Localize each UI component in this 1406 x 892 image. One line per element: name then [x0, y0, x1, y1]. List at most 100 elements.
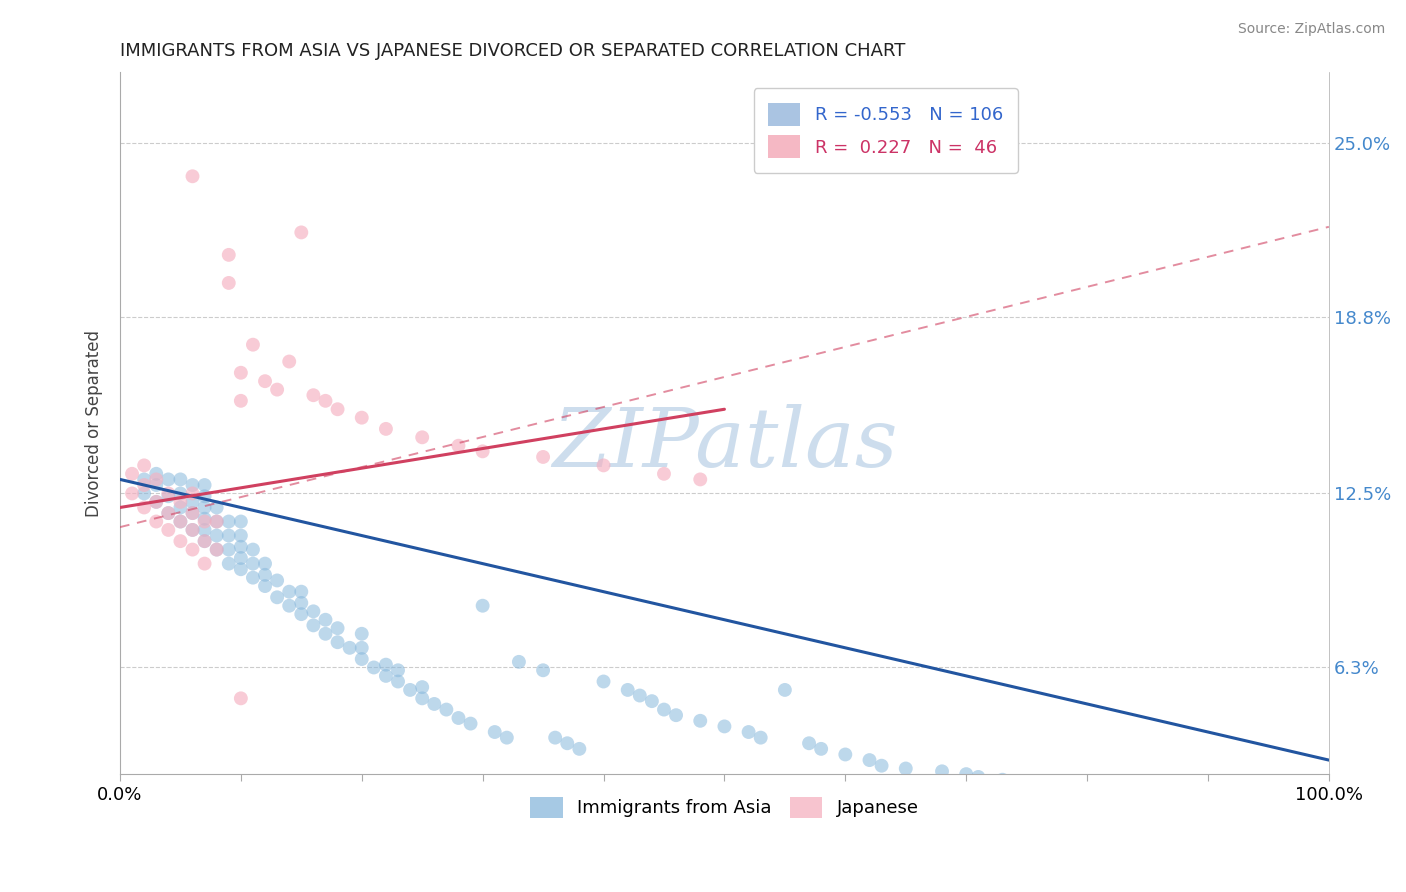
Point [229, 551, 252, 566]
Point [434, 702, 457, 716]
Point [134, 458, 156, 473]
Point [471, 599, 494, 613]
Point [134, 500, 156, 515]
Point [326, 635, 349, 649]
Point [411, 430, 433, 444]
Point [254, 579, 277, 593]
Point [399, 682, 422, 697]
Point [194, 557, 217, 571]
Point [266, 574, 288, 588]
Point [229, 515, 252, 529]
Point [145, 495, 167, 509]
Point [121, 467, 143, 481]
Point [205, 500, 228, 515]
Point [181, 506, 204, 520]
Point [544, 731, 567, 745]
Point [290, 226, 312, 240]
Point [145, 515, 167, 529]
Point [931, 764, 953, 779]
Point [169, 515, 191, 529]
Point [531, 450, 554, 464]
Point [181, 169, 204, 184]
Point [870, 758, 893, 772]
Point [290, 596, 312, 610]
Point [145, 472, 167, 486]
Point [1136, 784, 1159, 798]
Point [205, 528, 228, 542]
Point [447, 711, 470, 725]
Point [314, 613, 336, 627]
Point [254, 567, 277, 582]
Point [218, 248, 240, 262]
Point [181, 486, 204, 500]
Point [508, 655, 530, 669]
Point [218, 528, 240, 542]
Point [181, 478, 204, 492]
Point [652, 467, 675, 481]
Point [194, 478, 217, 492]
Point [205, 515, 228, 529]
Point [157, 506, 180, 520]
Point [894, 762, 917, 776]
Point [254, 557, 277, 571]
Point [194, 489, 217, 503]
Point [266, 591, 288, 605]
Point [555, 736, 578, 750]
Point [460, 716, 482, 731]
Point [205, 542, 228, 557]
Point [484, 725, 506, 739]
Point [350, 410, 373, 425]
Point [592, 458, 614, 473]
Point [350, 627, 373, 641]
Point [628, 689, 651, 703]
Point [689, 714, 711, 728]
Point [737, 725, 759, 739]
Point [834, 747, 856, 762]
Point [749, 731, 772, 745]
Point [363, 660, 385, 674]
Point [145, 495, 167, 509]
Point [134, 472, 156, 486]
Point [314, 627, 336, 641]
Point [205, 542, 228, 557]
Point [169, 472, 191, 486]
Point [169, 534, 191, 549]
Point [495, 731, 517, 745]
Point [229, 366, 252, 380]
Point [229, 562, 252, 576]
Point [797, 736, 820, 750]
Point [810, 742, 832, 756]
Point [194, 515, 217, 529]
Legend: Immigrants from Asia, Japanese: Immigrants from Asia, Japanese [523, 789, 927, 825]
Point [411, 691, 433, 706]
Point [242, 571, 264, 585]
Point [302, 604, 325, 618]
Point [592, 674, 614, 689]
Point [242, 337, 264, 351]
Point [229, 691, 252, 706]
Point [447, 439, 470, 453]
Point [350, 652, 373, 666]
Point [387, 674, 409, 689]
Point [205, 515, 228, 529]
Point [169, 486, 191, 500]
Point [1173, 787, 1195, 801]
Point [326, 402, 349, 417]
Point [266, 383, 288, 397]
Point [242, 557, 264, 571]
Point [278, 599, 301, 613]
Point [278, 584, 301, 599]
Point [314, 393, 336, 408]
Point [302, 388, 325, 402]
Point [218, 557, 240, 571]
Point [423, 697, 446, 711]
Point [278, 354, 301, 368]
Point [181, 523, 204, 537]
Point [134, 478, 156, 492]
Point [218, 515, 240, 529]
Point [471, 444, 494, 458]
Point [157, 489, 180, 503]
Point [568, 742, 591, 756]
Point [242, 542, 264, 557]
Point [229, 540, 252, 554]
